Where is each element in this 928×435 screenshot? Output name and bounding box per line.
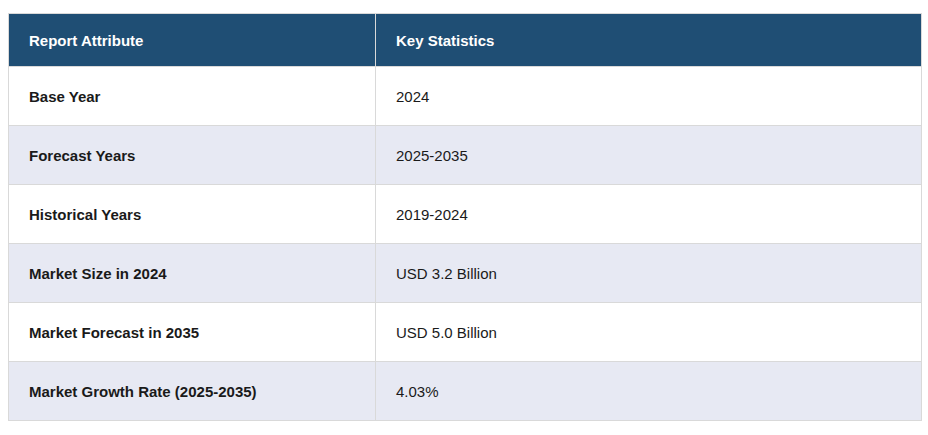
table-row: Market Growth Rate (2025-2035) 4.03% xyxy=(9,362,922,421)
table-row: Market Forecast in 2035 USD 5.0 Billion xyxy=(9,303,922,362)
table-row: Historical Years 2019-2024 xyxy=(9,185,922,244)
attribute-cell-base-year: Base Year xyxy=(9,67,376,126)
attribute-cell-forecast-years: Forecast Years xyxy=(9,126,376,185)
report-statistics-table: Report Attribute Key Statistics Base Yea… xyxy=(8,13,922,421)
value-cell-forecast-years: 2025-2035 xyxy=(376,126,922,185)
table-row: Forecast Years 2025-2035 xyxy=(9,126,922,185)
report-statistics-page: Report Attribute Key Statistics Base Yea… xyxy=(0,0,928,435)
attribute-cell-market-forecast: Market Forecast in 2035 xyxy=(9,303,376,362)
value-cell-market-size: USD 3.2 Billion xyxy=(376,244,922,303)
value-cell-growth-rate: 4.03% xyxy=(376,362,922,421)
attribute-cell-growth-rate: Market Growth Rate (2025-2035) xyxy=(9,362,376,421)
attribute-cell-historical-years: Historical Years xyxy=(9,185,376,244)
column-header-report-attribute: Report Attribute xyxy=(9,14,376,67)
table-row: Base Year 2024 xyxy=(9,67,922,126)
value-cell-historical-years: 2019-2024 xyxy=(376,185,922,244)
table-row: Market Size in 2024 USD 3.2 Billion xyxy=(9,244,922,303)
table-header-row: Report Attribute Key Statistics xyxy=(9,14,922,67)
column-header-key-statistics: Key Statistics xyxy=(376,14,922,67)
attribute-cell-market-size: Market Size in 2024 xyxy=(9,244,376,303)
value-cell-base-year: 2024 xyxy=(376,67,922,126)
value-cell-market-forecast: USD 5.0 Billion xyxy=(376,303,922,362)
